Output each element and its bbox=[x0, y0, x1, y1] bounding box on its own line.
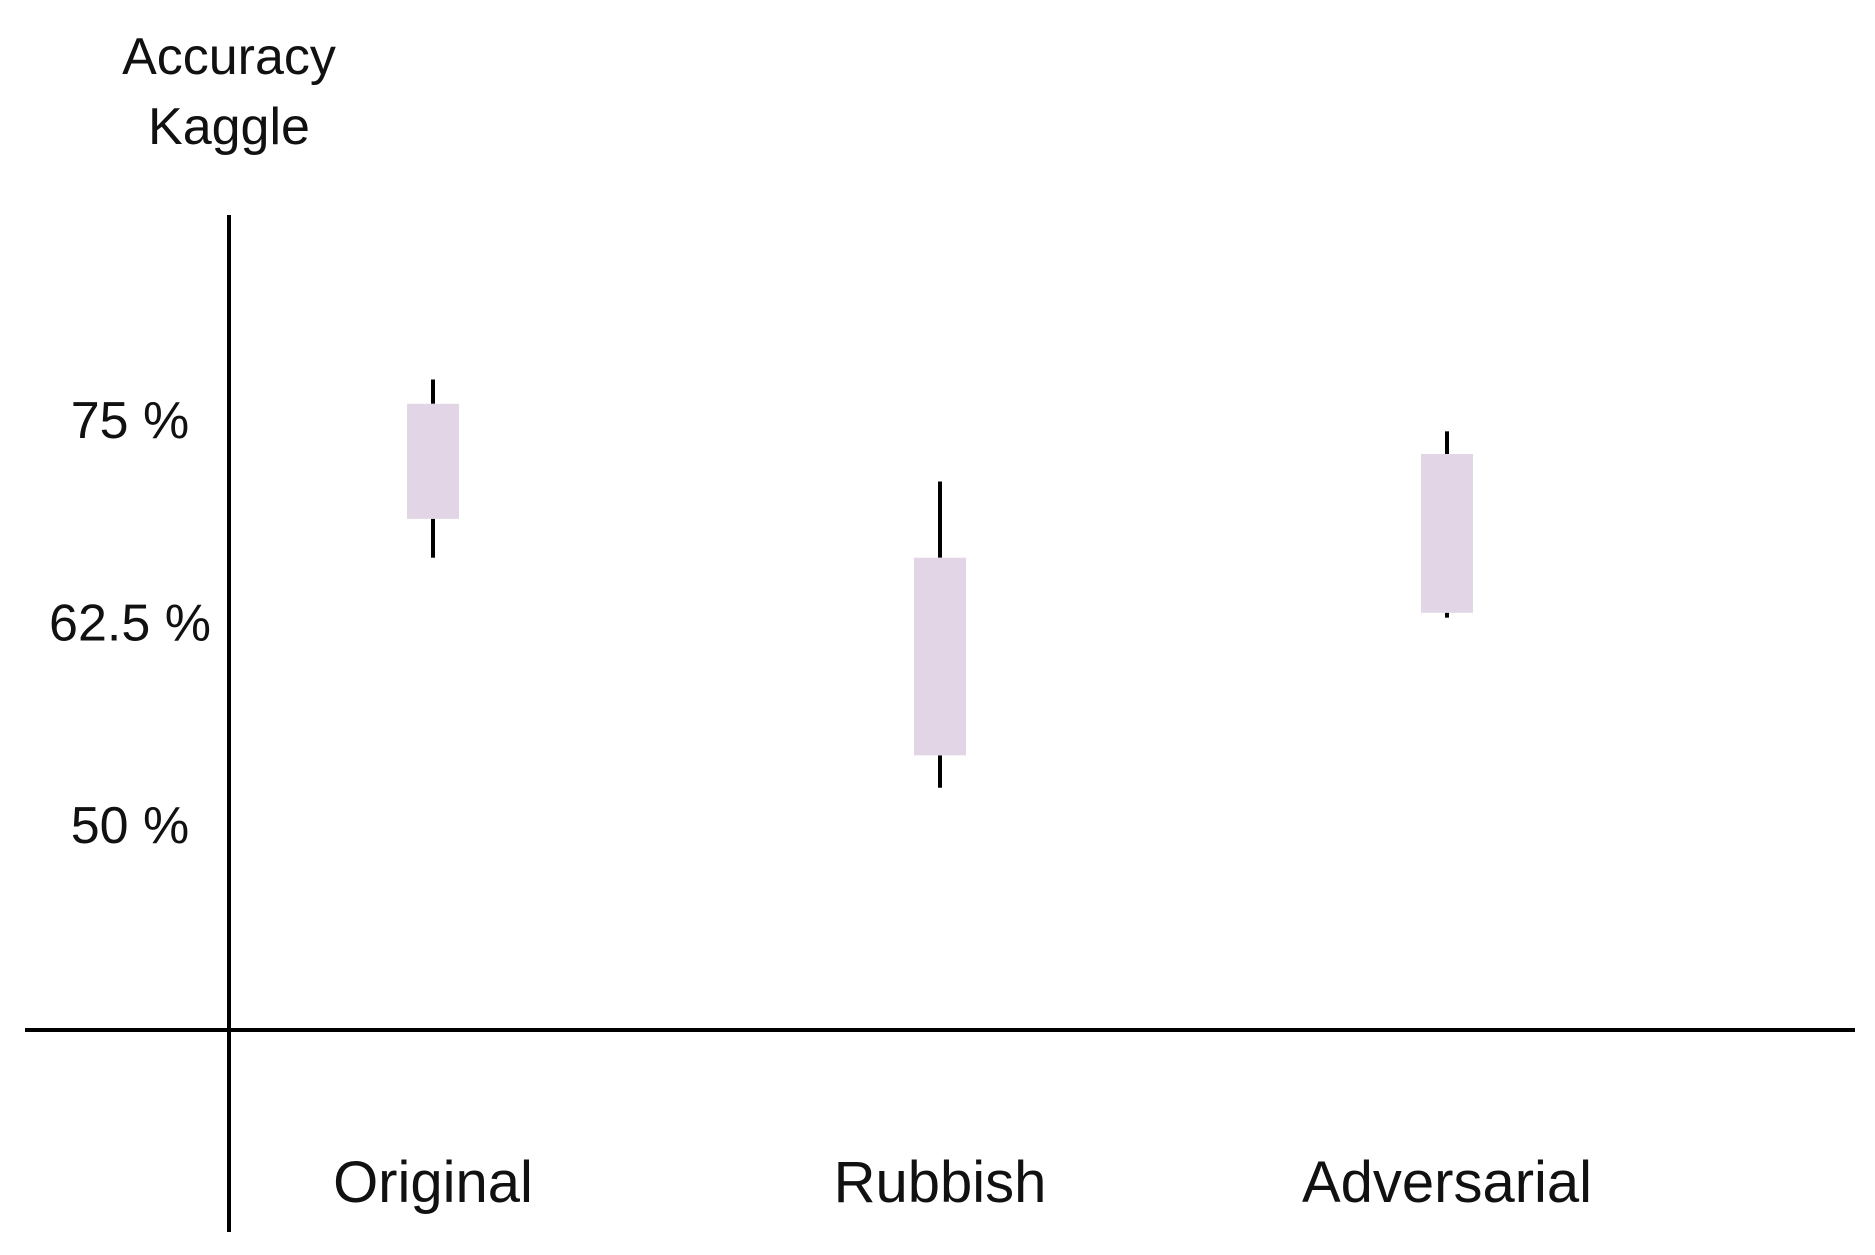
box-rubbish bbox=[914, 481, 966, 788]
y-tick-labels: 75 % 62.5 % 50 % bbox=[49, 392, 211, 855]
x-category-label: Rubbish bbox=[834, 1150, 1047, 1215]
x-category-label: Original bbox=[333, 1150, 533, 1215]
x-category-label: Adversarial bbox=[1302, 1150, 1592, 1215]
y-axis-label-line-1: Accuracy bbox=[122, 28, 336, 86]
y-axis-label: Accuracy Kaggle bbox=[122, 28, 336, 156]
x-category-labels: Original Rubbish Adversarial bbox=[333, 1150, 1592, 1215]
y-tick-label: 50 % bbox=[71, 797, 190, 855]
y-tick-label: 75 % bbox=[71, 392, 190, 450]
box-body bbox=[914, 557, 966, 756]
y-axis-label-line-2: Kaggle bbox=[148, 98, 310, 156]
box-body bbox=[1421, 454, 1473, 613]
box-series bbox=[407, 379, 1473, 788]
box-original bbox=[407, 379, 459, 558]
box-adversarial bbox=[1421, 431, 1473, 618]
box-body bbox=[407, 403, 459, 519]
y-tick-label: 62.5 % bbox=[49, 595, 211, 653]
